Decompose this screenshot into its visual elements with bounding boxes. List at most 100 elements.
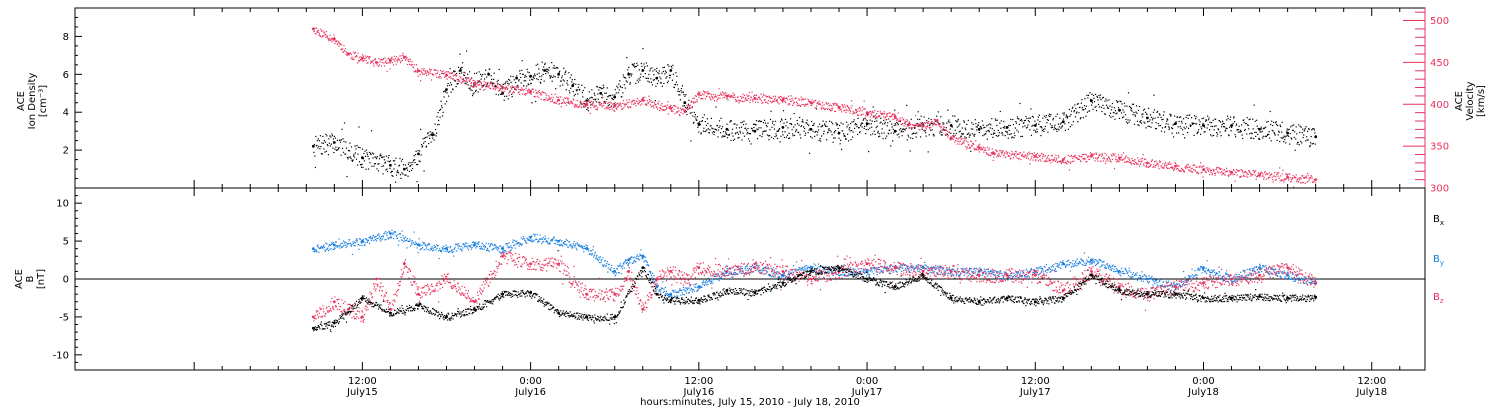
- series-sample-dot: [1056, 113, 1058, 115]
- series-sample-dot: [965, 129, 967, 131]
- series-sample-dot: [1018, 157, 1020, 160]
- series-sample-dot: [1176, 168, 1178, 170]
- series-sample-dot: [811, 99, 813, 101]
- series-sample-dot: [439, 75, 441, 78]
- series-sample-dot: [569, 103, 571, 105]
- series-sample-dot: [1058, 156, 1060, 158]
- series-sample-dot: [828, 129, 830, 131]
- series-sample-dot: [327, 38, 329, 41]
- series-sample-dot: [614, 94, 616, 96]
- series-sample-dot: [608, 95, 610, 97]
- series-sample-dot: [1276, 139, 1278, 141]
- series-sample-dot: [1305, 176, 1307, 178]
- series-sample-dot: [791, 97, 793, 99]
- by-sample-dot: [642, 257, 644, 259]
- series-sample-dot: [453, 79, 455, 81]
- series-sample-dot: [372, 60, 374, 62]
- series-sample-dot: [922, 123, 924, 125]
- series-data-point: [557, 98, 560, 102]
- by-sample-dot: [511, 247, 513, 249]
- series-sample-dot: [649, 68, 651, 70]
- series-sample-dot: [478, 81, 480, 83]
- series-sample-dot: [385, 169, 387, 171]
- series-sample-dot: [662, 109, 664, 111]
- series-sample-dot: [512, 86, 514, 88]
- series-sample-dot: [790, 118, 792, 120]
- series-sample-dot: [1252, 174, 1254, 176]
- series-sample-dot: [349, 52, 352, 54]
- series-sample-dot: [1210, 125, 1212, 127]
- series-sample-dot: [316, 139, 318, 142]
- series-sample-dot: [717, 136, 719, 138]
- series-sample-dot: [692, 101, 694, 103]
- series-sample-dot: [1012, 124, 1014, 126]
- series-sample-dot: [729, 121, 731, 123]
- series-sample-dot: [550, 76, 552, 78]
- series-sample-dot: [1066, 117, 1068, 119]
- series-sample-dot: [1016, 154, 1018, 156]
- series-sample-dot: [1087, 156, 1089, 158]
- series-sample-dot: [377, 170, 380, 172]
- series-sample-dot: [834, 110, 836, 112]
- series-sample-dot: [724, 92, 726, 94]
- series-sample-dot: [763, 130, 765, 132]
- series-sample-dot: [800, 137, 802, 139]
- series-sample-dot: [1275, 121, 1277, 123]
- series-sample-dot: [865, 115, 867, 117]
- series-sample-dot: [886, 135, 888, 137]
- series-sample-dot: [530, 93, 532, 95]
- series-sample-dot: [1165, 165, 1167, 167]
- by-sample-dot: [457, 247, 459, 249]
- series-sample-dot: [435, 135, 437, 137]
- series-sample-dot: [1084, 153, 1086, 155]
- series-sample-dot: [947, 121, 949, 123]
- series-data-point: [1230, 124, 1233, 127]
- by-sample-dot: [353, 245, 355, 247]
- by-sample-dot: [563, 241, 565, 243]
- by-sample-dot: [581, 247, 583, 249]
- series-sample-dot: [971, 133, 973, 135]
- series-sample-dot: [1261, 175, 1263, 177]
- series-sample-dot: [940, 116, 942, 118]
- series-sample-dot: [526, 93, 528, 95]
- series-sample-dot: [1275, 122, 1277, 124]
- series-sample-dot: [831, 121, 833, 123]
- by-sample-dot: [503, 250, 505, 252]
- series-sample-dot: [1020, 135, 1022, 138]
- series-sample-dot: [1124, 114, 1127, 116]
- by-sample-dot: [392, 234, 394, 236]
- by-sample-dot: [609, 268, 611, 270]
- by-sample-dot: [649, 272, 651, 274]
- series-sample-dot: [605, 101, 607, 103]
- by-sample-dot: [377, 233, 380, 235]
- series-sample-dot: [846, 121, 848, 123]
- by-sample-dot: [477, 241, 479, 244]
- series-sample-dot: [805, 132, 807, 134]
- series-sample-dot: [637, 103, 639, 105]
- series-sample-dot: [953, 136, 955, 138]
- series-sample-dot: [376, 64, 378, 66]
- series-sample-dot: [591, 103, 593, 105]
- series-sample-dot: [402, 173, 404, 175]
- series-sample-dot: [578, 83, 580, 86]
- series-sample-dot: [552, 96, 554, 98]
- series-sample-dot: [927, 124, 929, 126]
- series-sample-dot: [639, 101, 641, 103]
- series-sample-dot: [722, 97, 724, 99]
- by-sample-dot: [384, 231, 387, 233]
- series-sample-dot: [1047, 160, 1049, 162]
- series-sample-dot: [537, 63, 539, 65]
- series-sample-dot: [1000, 151, 1002, 153]
- series-data-point: [977, 146, 981, 150]
- series-sample-dot: [548, 98, 550, 100]
- by-sample-dot: [378, 236, 381, 238]
- series-sample-dot: [1271, 176, 1273, 178]
- series-sample-dot: [388, 58, 391, 60]
- series-sample-dot: [1303, 177, 1305, 179]
- series-sample-dot: [348, 150, 351, 152]
- series-sample-dot: [814, 107, 816, 109]
- series-sample-dot: [865, 128, 867, 131]
- by-sample-dot: [441, 247, 443, 249]
- series-sample-dot: [492, 82, 494, 84]
- series-sample-dot: [1262, 173, 1264, 175]
